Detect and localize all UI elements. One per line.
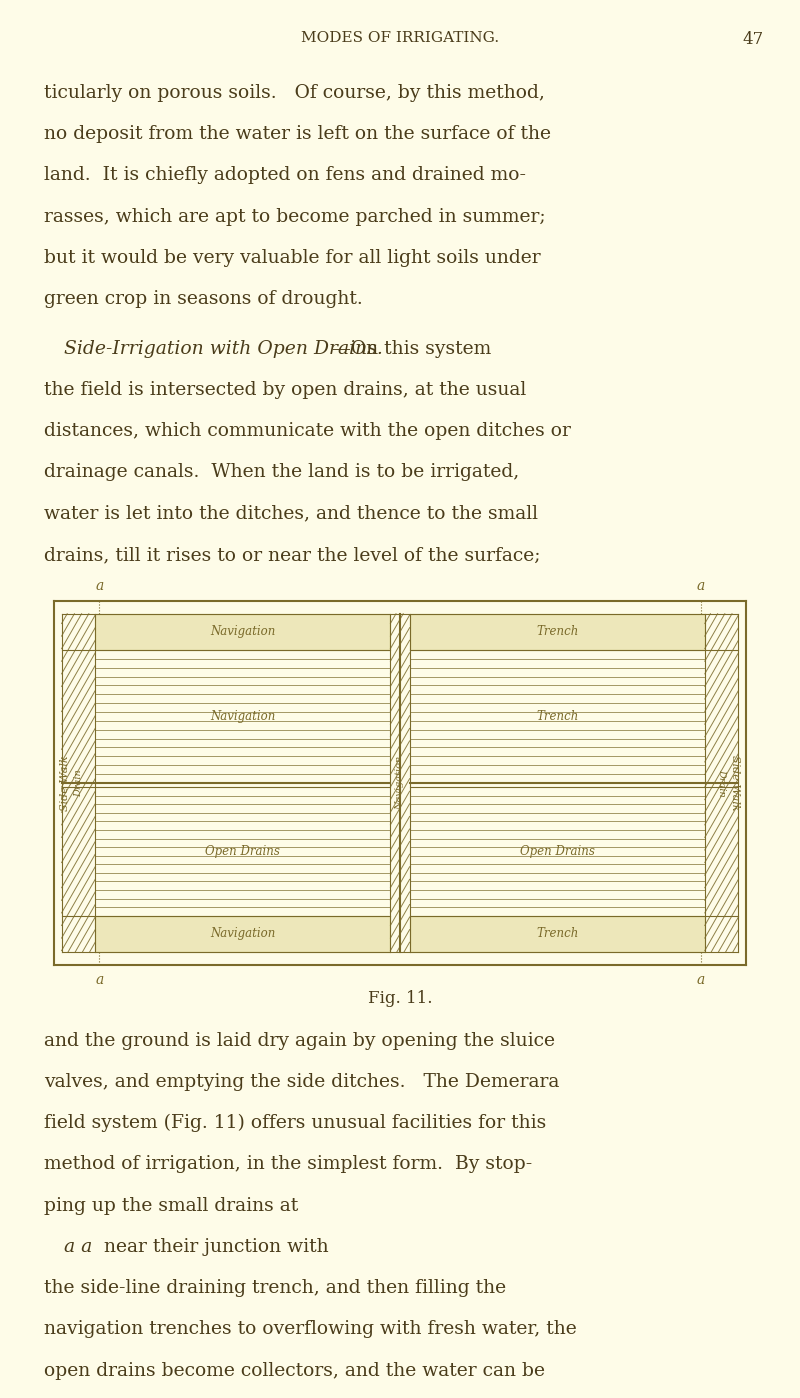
Text: Trench: Trench <box>536 625 578 639</box>
Text: valves, and emptying the side ditches.   The Demerara: valves, and emptying the side ditches. T… <box>44 1072 559 1090</box>
Text: method of irrigation, in the simplest form.  By stop-: method of irrigation, in the simplest fo… <box>44 1155 532 1173</box>
Text: Side Walk: Side Walk <box>730 755 740 811</box>
Text: 47: 47 <box>742 31 764 48</box>
Text: water is let into the ditches, and thence to the small: water is let into the ditches, and thenc… <box>44 505 538 523</box>
Text: the side-line draining trench, and then filling the: the side-line draining trench, and then … <box>44 1279 506 1297</box>
Text: a a: a a <box>64 1237 92 1255</box>
Text: open drains become collectors, and the water can be: open drains become collectors, and the w… <box>44 1362 545 1380</box>
Text: —On this system: —On this system <box>332 340 491 358</box>
Text: Navigation: Navigation <box>210 625 275 639</box>
Text: Open Drains: Open Drains <box>206 844 280 858</box>
Text: drainage canals.  When the land is to be irrigated,: drainage canals. When the land is to be … <box>44 463 519 481</box>
Text: Navigation: Navigation <box>210 927 275 941</box>
Text: the field is intersected by open drains, at the usual: the field is intersected by open drains,… <box>44 380 526 398</box>
Text: rasses, which are apt to become parched in summer;: rasses, which are apt to become parched … <box>44 207 546 225</box>
Text: but it would be very valuable for all light soils under: but it would be very valuable for all li… <box>44 249 541 267</box>
Text: a: a <box>95 579 103 593</box>
Text: a: a <box>95 973 103 987</box>
Text: a: a <box>697 579 705 593</box>
Text: ticularly on porous soils.   Of course, by this method,: ticularly on porous soils. Of course, by… <box>44 84 545 102</box>
Text: navigation trenches to overflowing with fresh water, the: navigation trenches to overflowing with … <box>44 1320 577 1338</box>
Text: distances, which communicate with the open ditches or: distances, which communicate with the op… <box>44 422 571 440</box>
Text: near their junction with: near their junction with <box>98 1237 329 1255</box>
Text: Side Walk: Side Walk <box>60 755 70 811</box>
Text: a: a <box>697 973 705 987</box>
Text: MODES OF IRRIGATING.: MODES OF IRRIGATING. <box>301 31 499 45</box>
Text: Trench: Trench <box>536 710 578 723</box>
Text: no deposit from the water is left on the surface of the: no deposit from the water is left on the… <box>44 126 551 143</box>
Text: Navigation: Navigation <box>395 756 405 809</box>
Text: Navigation: Navigation <box>210 710 275 723</box>
Text: Drain: Drain <box>74 769 83 797</box>
Text: Drain: Drain <box>717 769 726 797</box>
Text: Side-Irrigation with Open Drains.: Side-Irrigation with Open Drains. <box>64 340 383 358</box>
Text: field system (Fig. 11) offers unusual facilities for this: field system (Fig. 11) offers unusual fa… <box>44 1114 546 1132</box>
Text: Open Drains: Open Drains <box>520 844 594 858</box>
Text: green crop in seasons of drought.: green crop in seasons of drought. <box>44 289 362 308</box>
Text: Fig. 11.: Fig. 11. <box>368 990 432 1007</box>
Text: Trench: Trench <box>536 927 578 941</box>
Text: and the ground is laid dry again by opening the sluice: and the ground is laid dry again by open… <box>44 1032 555 1050</box>
Text: land.  It is chiefly adopted on fens and drained mo-: land. It is chiefly adopted on fens and … <box>44 166 526 185</box>
Text: drains, till it rises to or near the level of the surface;: drains, till it rises to or near the lev… <box>44 545 541 563</box>
Text: ping up the small drains at: ping up the small drains at <box>44 1197 298 1215</box>
